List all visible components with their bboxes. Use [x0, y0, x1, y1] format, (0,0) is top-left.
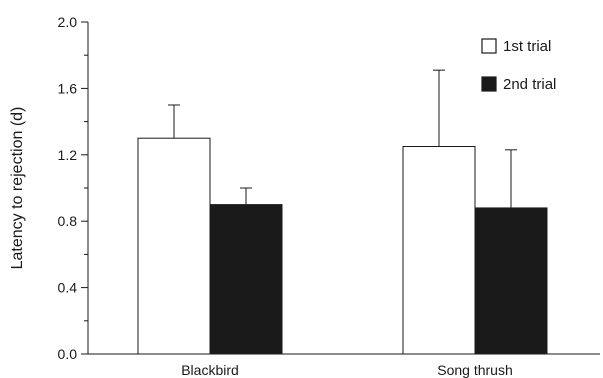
y-tick-label: 1.2: [58, 147, 78, 163]
y-tick-label: 0.0: [58, 346, 78, 362]
legend-swatch: [481, 76, 497, 92]
legend: 1st trial 2nd trial: [481, 38, 556, 93]
bar: [137, 137, 211, 355]
legend-label: 1st trial: [503, 38, 551, 55]
bar: [474, 207, 548, 355]
legend-swatch: [481, 38, 497, 54]
x-axis: Blackbird Song thrush: [88, 353, 600, 378]
y-tick-label: 0.4: [58, 280, 78, 296]
bar: [402, 146, 476, 355]
y-tick-label: 1.6: [58, 80, 78, 96]
plot-area: [137, 69, 548, 355]
y-axis: 0.0 0.4 0.8 1.2 1.6 2.0: [58, 14, 89, 362]
y-axis-title: Latency to rejection (d): [9, 107, 26, 270]
legend-label: 2nd trial: [503, 76, 556, 93]
x-tick-label: Song thrush: [437, 362, 513, 378]
x-tick-label: Blackbird: [181, 362, 239, 378]
y-tick-label: 0.8: [58, 213, 78, 229]
bar: [209, 204, 283, 355]
y-tick-label: 2.0: [58, 14, 78, 30]
